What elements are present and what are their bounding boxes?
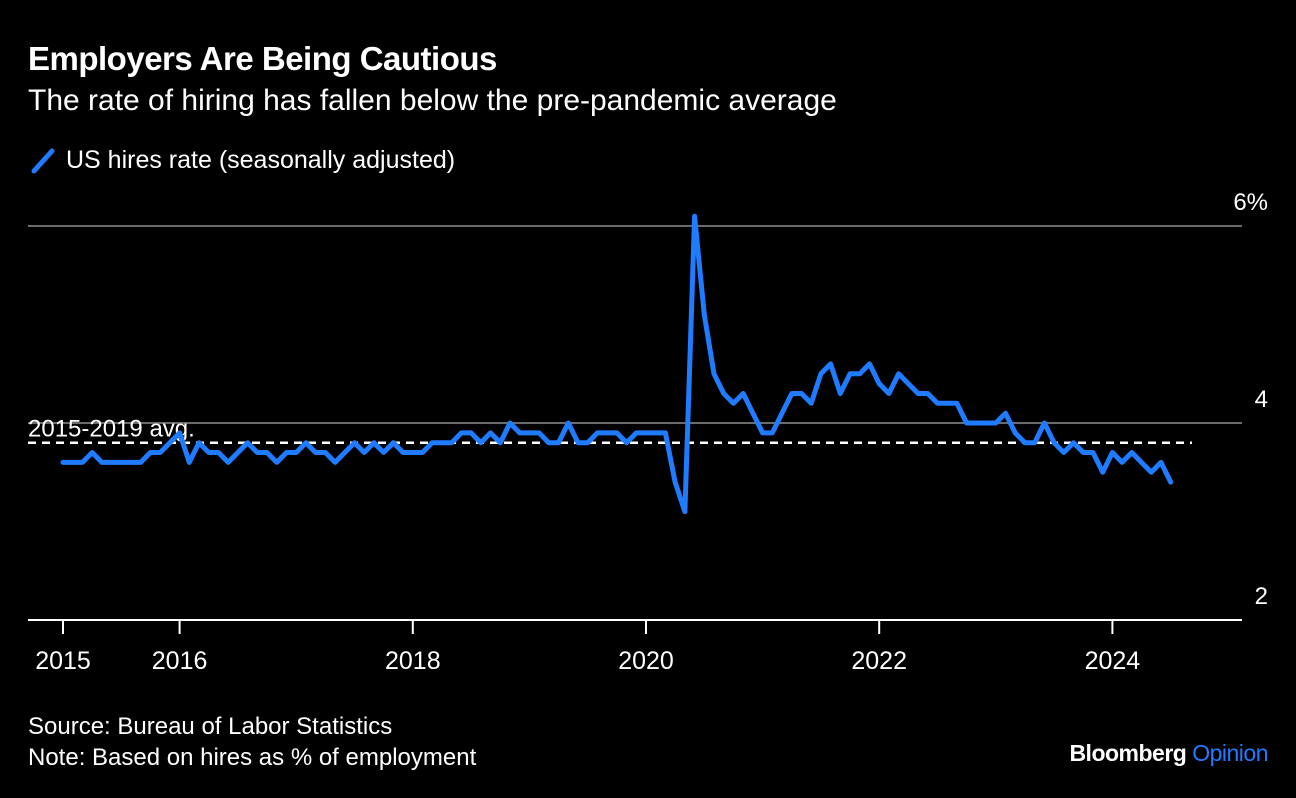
chart-title: Employers Are Being Cautious (28, 40, 497, 77)
legend: US hires rate (seasonally adjusted) (30, 146, 455, 175)
x-tick-label: 2020 (618, 647, 674, 675)
brand-accent: Opinion (1192, 740, 1268, 766)
x-axis: 2015 2016 2018 2020 2022 2024 (28, 619, 1242, 675)
y-tick-label: 4 (1255, 386, 1268, 413)
x-tick-label: 2015 (35, 647, 91, 675)
average-line-group: 2015-2019 avg. (28, 416, 1192, 444)
series-group (60, 213, 1174, 515)
x-tick-label: 2018 (385, 647, 441, 675)
x-tick-label: 2024 (1085, 647, 1141, 675)
chart-subtitle: The rate of hiring has fallen below the … (28, 84, 837, 117)
legend-label: US hires rate (seasonally adjusted) (66, 146, 456, 174)
x-tick-label: 2022 (851, 647, 907, 675)
legend-line-icon (31, 148, 55, 173)
brand-logo: Bloomberg Opinion (1069, 740, 1268, 767)
brand-name: Bloomberg (1069, 740, 1187, 766)
y-tick-label: 6% (1233, 189, 1268, 216)
y-tick-label: 2 (1255, 583, 1268, 610)
average-label: 2015-2019 avg. (28, 416, 195, 443)
footnote: Note: Based on hires as % of employment (28, 744, 477, 771)
gridlines: 6% 4 2 (28, 189, 1268, 610)
series-line (60, 213, 1174, 515)
x-tick-label: 2016 (152, 647, 208, 675)
source-note: Source: Bureau of Labor Statistics (28, 713, 393, 740)
